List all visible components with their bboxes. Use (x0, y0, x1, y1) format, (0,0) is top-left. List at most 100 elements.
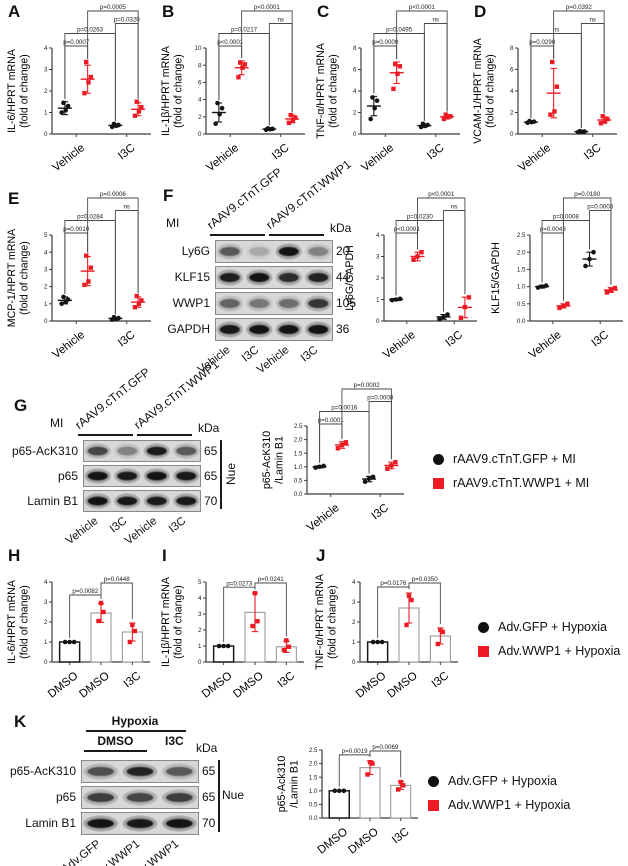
svg-text:I3C: I3C (116, 142, 137, 162)
svg-text:6: 6 (510, 67, 514, 74)
blot-rows: p65-AcK310 65 p65 65 Lamin B1 70 (4, 438, 217, 513)
legend-item: Adv.WWP1 + Hypoxia (478, 644, 620, 658)
panel-letter-D: D (474, 2, 487, 21)
blot-kda-value: 65 (202, 764, 216, 778)
svg-text:0.5: 0.5 (294, 478, 303, 485)
legend-label: rAAV9.cTnT.WWP1 + MI (453, 476, 590, 490)
svg-text:1: 1 (198, 643, 202, 650)
blot-row: Ly6G 20 (158, 238, 356, 264)
svg-text:p=0.0263: p=0.0263 (77, 27, 104, 34)
panel-F-quant-ly6g: 0 1 2 3 4 Ly6G/GAPDH p<0.0001 p=0.0230 ns p<0.000… (336, 189, 482, 375)
chart-klf15-gapdh: 0.0 0.5 1.0 1.5 2.0 2.5 KLF15/GAPDH p=0.0043 p=0… (490, 191, 623, 361)
svg-text:DMSO: DMSO (46, 670, 81, 701)
blot-kda-value: 44 (336, 270, 350, 284)
legend-label: Adv.GFP + Hypoxia (448, 774, 557, 788)
svg-text:Vehicle: Vehicle (50, 329, 87, 361)
svg-text:p=0.0002: p=0.0002 (354, 382, 381, 389)
legend-label: rAAV9.cTnT.GFP + MI (453, 452, 576, 466)
blot-group-underline (209, 234, 266, 236)
blot-kda-value: 20 (336, 244, 350, 258)
svg-text:1: 1 (44, 301, 48, 308)
svg-text:p=0.0069: p=0.0069 (372, 744, 399, 751)
blot-row-label: Lamin B1 (25, 816, 76, 830)
svg-text:0: 0 (44, 659, 48, 666)
svg-text:2: 2 (510, 110, 514, 117)
svg-text:p65-Ack310: p65-Ack310 (276, 756, 288, 813)
svg-text:1.5: 1.5 (294, 450, 303, 457)
svg-text:3: 3 (198, 611, 202, 618)
western-blot-G: MI rAAV9.cTnT.GFP rAAV9.cTnT.WWP1 kDa p65-Ac… (4, 357, 260, 548)
blot-row: Lamin B1 70 (4, 810, 215, 836)
svg-text:I3C: I3C (270, 142, 291, 162)
blot-band-strip (83, 439, 201, 462)
panel-D: D 0 2 4 6 8 VCAM-1/HPRT mRNA (fold of change) p… (470, 2, 622, 188)
chart-vcam1-mrna: 0 2 4 6 8 VCAM-1/HPRT mRNA (fold of change) p=0… (472, 4, 617, 174)
blot-band-strip (215, 317, 333, 341)
svg-text:(fold of change): (fold of change) (19, 241, 31, 315)
svg-text:Vehicle: Vehicle (527, 329, 564, 361)
svg-text:3: 3 (44, 67, 48, 74)
svg-text:5: 5 (44, 232, 48, 239)
svg-text:4: 4 (198, 97, 202, 104)
svg-text:1: 1 (352, 639, 356, 646)
svg-text:0: 0 (44, 131, 48, 138)
svg-text:p<0.0001: p<0.0001 (409, 4, 436, 11)
svg-text:0.0: 0.0 (309, 815, 318, 822)
blot-kda-value: 65 (202, 790, 216, 804)
svg-text:p=0.0284: p=0.0284 (77, 214, 104, 221)
blot-row-label: KLF15 (174, 270, 210, 284)
svg-text:TNF-α/HPRT mRNA: TNF-α/HPRT mRNA (315, 42, 327, 139)
svg-text:6: 6 (198, 80, 202, 87)
svg-text:10: 10 (195, 45, 202, 52)
svg-text:8: 8 (510, 45, 514, 52)
blot-band-strip (81, 811, 199, 835)
svg-text:p=0.0180: p=0.0180 (574, 191, 601, 198)
svg-text:0.0: 0.0 (294, 491, 303, 498)
svg-text:p=0.0448: p=0.0448 (104, 576, 131, 583)
svg-text:p=0.0230: p=0.0230 (407, 214, 434, 221)
blot-rows: Ly6G 20 KLF15 44 WWP1 105 GAPDH 36 (158, 238, 356, 342)
svg-text:1: 1 (376, 297, 380, 304)
panel-E: E 0 1 2 3 4 5 MCP-1/HPRT mRNA (fold of change) p… (4, 189, 156, 375)
legend-circle-icon (478, 621, 489, 633)
svg-text:3: 3 (376, 254, 380, 261)
svg-text:8: 8 (353, 45, 357, 52)
svg-text:1: 1 (44, 110, 48, 117)
svg-text:I3C: I3C (444, 329, 465, 349)
mi-label: MI (166, 216, 180, 230)
svg-text:p=0.0241: p=0.0241 (258, 576, 285, 583)
svg-text:0.5: 0.5 (517, 301, 526, 308)
svg-text:(fold of change): (fold of change) (19, 585, 31, 659)
svg-text:I3C: I3C (276, 670, 297, 690)
svg-text:0: 0 (376, 318, 380, 325)
svg-text:p=0.0008: p=0.0008 (553, 214, 580, 221)
legend-item: Adv.GFP + Hypoxia (478, 620, 620, 634)
blot-row: p65-AcK310 65 (4, 758, 215, 784)
svg-text:0.5: 0.5 (309, 802, 318, 809)
svg-text:p<0.0001: p<0.0001 (428, 191, 455, 198)
svg-text:2.5: 2.5 (309, 747, 318, 754)
svg-text:IL-6/HPRT mRNA: IL-6/HPRT mRNA (6, 48, 18, 133)
dmso-underline (83, 750, 147, 752)
blot-band-strip (83, 464, 201, 487)
svg-text:2: 2 (44, 619, 48, 626)
svg-text:2.0: 2.0 (517, 249, 526, 256)
svg-text:I3C: I3C (425, 142, 446, 162)
svg-text:DMSO: DMSO (346, 826, 381, 857)
svg-text:KLF15/GAPDH: KLF15/GAPDH (490, 242, 502, 314)
blot-row: p65-AcK310 65 (4, 438, 217, 463)
svg-text:4: 4 (352, 579, 356, 586)
svg-text:ns: ns (123, 204, 130, 211)
svg-text:Vehicle: Vehicle (359, 142, 396, 174)
panel-I: I 0 1 2 3 4 5 IL-1β/HPRT mRNA (fold of change) p… (158, 546, 310, 710)
chart-p65ack310-laminb1-hypoxia: 0.0 0.5 1.0 1.5 2.0 2.5 p65-Ack310/Lamin B1 p=0… (276, 744, 418, 857)
blot-row-label: WWP1 (172, 296, 210, 310)
chart-tnfa-hypoxia: 0 1 2 3 4 TNF-α/HPRT mRNA (fold of change) p=0.… (314, 573, 458, 701)
legend-circle-icon (433, 453, 444, 465)
svg-text:0: 0 (44, 318, 48, 325)
svg-text:p=0.0008: p=0.0008 (367, 395, 394, 402)
legend-label: Adv.WWP1 + Hypoxia (448, 798, 571, 812)
svg-text:2: 2 (352, 619, 356, 626)
svg-text:p=0.0350: p=0.0350 (412, 576, 439, 583)
